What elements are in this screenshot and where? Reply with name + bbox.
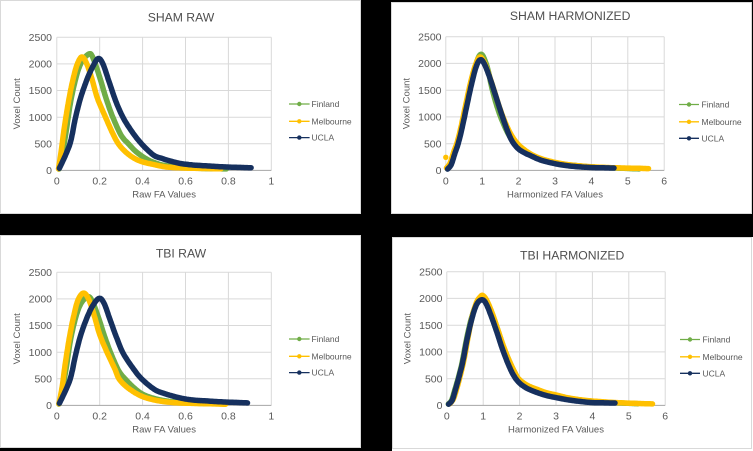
svg-text:Raw FA Values: Raw FA Values [132, 190, 196, 201]
svg-text:2500: 2500 [29, 267, 53, 279]
svg-text:2000: 2000 [419, 293, 443, 305]
svg-text:SHAM HARMONIZED: SHAM HARMONIZED [510, 9, 631, 23]
svg-text:4: 4 [589, 411, 595, 423]
svg-text:2500: 2500 [418, 31, 442, 43]
svg-text:Melbourne: Melbourne [703, 352, 743, 362]
svg-text:2000: 2000 [29, 294, 53, 306]
svg-text:TBI HARMONIZED: TBI HARMONIZED [520, 248, 624, 262]
svg-text:1500: 1500 [419, 320, 443, 332]
svg-text:1000: 1000 [29, 347, 53, 359]
svg-text:Harmonized FA Values: Harmonized FA Values [507, 190, 603, 201]
svg-text:3: 3 [553, 411, 559, 423]
svg-text:Finland: Finland [312, 99, 340, 109]
svg-text:Finland: Finland [702, 100, 730, 110]
svg-text:0.8: 0.8 [221, 176, 236, 188]
svg-text:UCLA: UCLA [702, 133, 725, 143]
svg-text:Finland: Finland [312, 334, 340, 344]
svg-text:1: 1 [268, 176, 274, 188]
svg-text:2000: 2000 [418, 58, 442, 70]
svg-text:5: 5 [626, 411, 632, 423]
svg-text:Voxel Count: Voxel Count [402, 78, 413, 130]
svg-text:Voxel Count: Voxel Count [403, 313, 414, 365]
svg-text:0.8: 0.8 [221, 411, 236, 423]
svg-text:0.2: 0.2 [92, 411, 107, 423]
svg-text:0: 0 [443, 176, 449, 188]
svg-text:SHAM RAW: SHAM RAW [148, 11, 215, 25]
svg-text:Finland: Finland [703, 335, 731, 345]
svg-text:1: 1 [480, 411, 486, 423]
svg-text:0: 0 [444, 411, 450, 423]
svg-text:0.6: 0.6 [178, 176, 193, 188]
svg-text:5: 5 [625, 176, 631, 188]
svg-text:Harmonized FA Values: Harmonized FA Values [508, 425, 604, 436]
svg-text:0: 0 [46, 165, 52, 177]
svg-text:UCLA: UCLA [312, 368, 335, 378]
svg-text:500: 500 [424, 138, 442, 150]
svg-text:0.4: 0.4 [135, 411, 150, 423]
svg-text:1500: 1500 [29, 320, 53, 332]
svg-text:6: 6 [661, 176, 667, 188]
svg-text:0.6: 0.6 [178, 411, 193, 423]
svg-text:500: 500 [34, 373, 52, 385]
svg-text:0: 0 [54, 176, 60, 188]
svg-text:1000: 1000 [419, 347, 443, 359]
svg-text:1: 1 [479, 176, 485, 188]
svg-text:0: 0 [46, 400, 52, 412]
svg-text:UCLA: UCLA [312, 133, 335, 143]
svg-text:Melbourne: Melbourne [312, 116, 352, 126]
svg-text:500: 500 [34, 138, 52, 150]
svg-text:2: 2 [517, 411, 523, 423]
svg-text:UCLA: UCLA [703, 368, 726, 378]
svg-text:0: 0 [436, 165, 442, 177]
svg-text:2500: 2500 [29, 32, 53, 44]
svg-text:Voxel Count: Voxel Count [12, 313, 23, 365]
svg-text:Voxel Count: Voxel Count [12, 78, 23, 130]
svg-text:3: 3 [552, 176, 558, 188]
svg-text:1: 1 [268, 411, 274, 423]
svg-text:0: 0 [437, 400, 443, 412]
svg-text:Melbourne: Melbourne [702, 117, 742, 127]
svg-text:TBI RAW: TBI RAW [156, 246, 207, 260]
svg-text:1000: 1000 [29, 112, 53, 124]
svg-text:2500: 2500 [419, 266, 443, 278]
svg-text:0: 0 [54, 411, 60, 423]
svg-text:4: 4 [588, 176, 594, 188]
svg-text:0.2: 0.2 [92, 176, 107, 188]
svg-text:6: 6 [662, 411, 668, 423]
svg-text:2: 2 [516, 176, 522, 188]
svg-text:1500: 1500 [418, 85, 442, 97]
svg-text:0.4: 0.4 [135, 176, 150, 188]
svg-text:500: 500 [425, 373, 443, 385]
svg-text:Melbourne: Melbourne [312, 351, 352, 361]
svg-text:1500: 1500 [29, 85, 53, 97]
svg-text:2000: 2000 [29, 59, 53, 71]
svg-text:Raw FA Values: Raw FA Values [132, 425, 196, 436]
svg-text:1000: 1000 [418, 112, 442, 124]
